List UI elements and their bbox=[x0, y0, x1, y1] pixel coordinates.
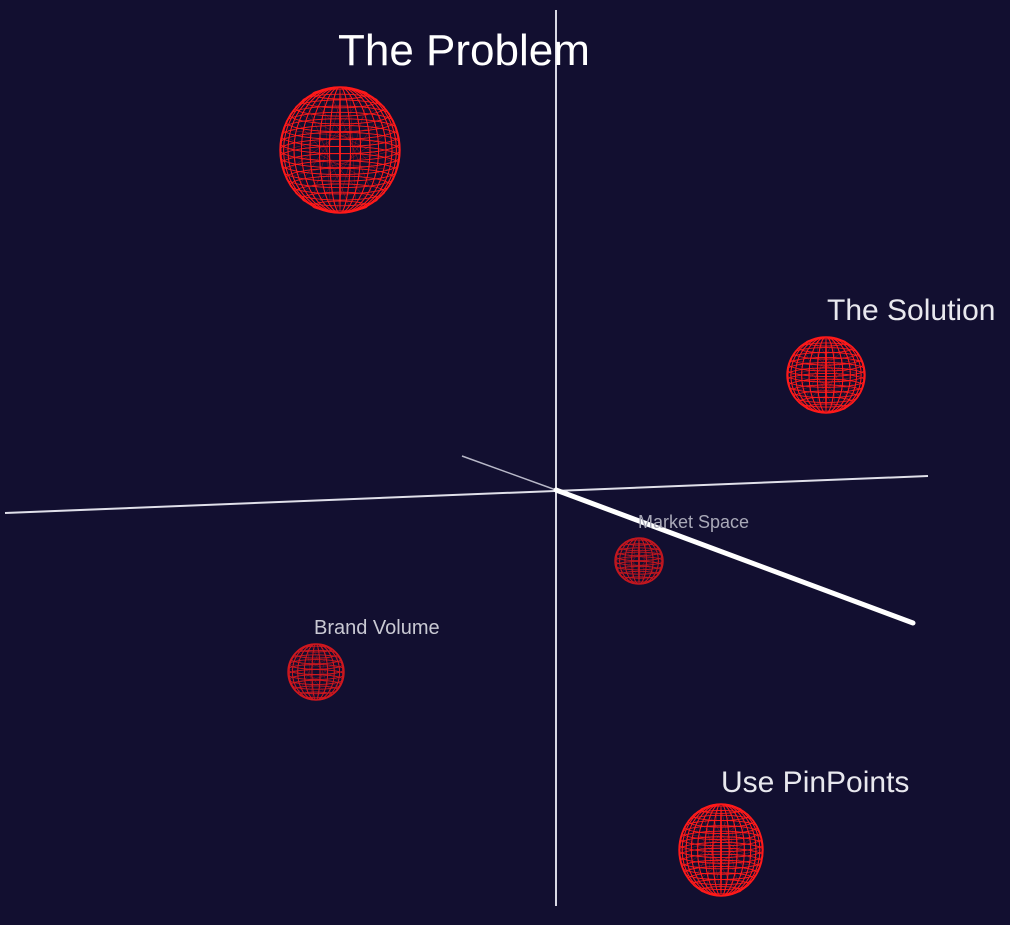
axes bbox=[4, 10, 929, 906]
z-axis-front-line bbox=[553, 487, 916, 626]
x-axis-line bbox=[4, 475, 929, 514]
z-axis-back-line bbox=[461, 455, 557, 491]
label-the-problem: The Problem bbox=[338, 26, 590, 75]
label-brand-volume: Brand Volume bbox=[314, 617, 440, 639]
sphere-problem[interactable] bbox=[279, 86, 401, 214]
sphere-market-space[interactable] bbox=[614, 537, 664, 585]
label-market-space: Market Space bbox=[638, 512, 750, 532]
sphere-solution[interactable] bbox=[786, 336, 866, 414]
label-use-pinpoints: Use PinPoints bbox=[721, 766, 910, 799]
sphere-pinpoints[interactable] bbox=[678, 803, 764, 897]
label-the-solution: The Solution bbox=[827, 294, 996, 327]
sphere-brand-volume[interactable] bbox=[287, 643, 345, 701]
